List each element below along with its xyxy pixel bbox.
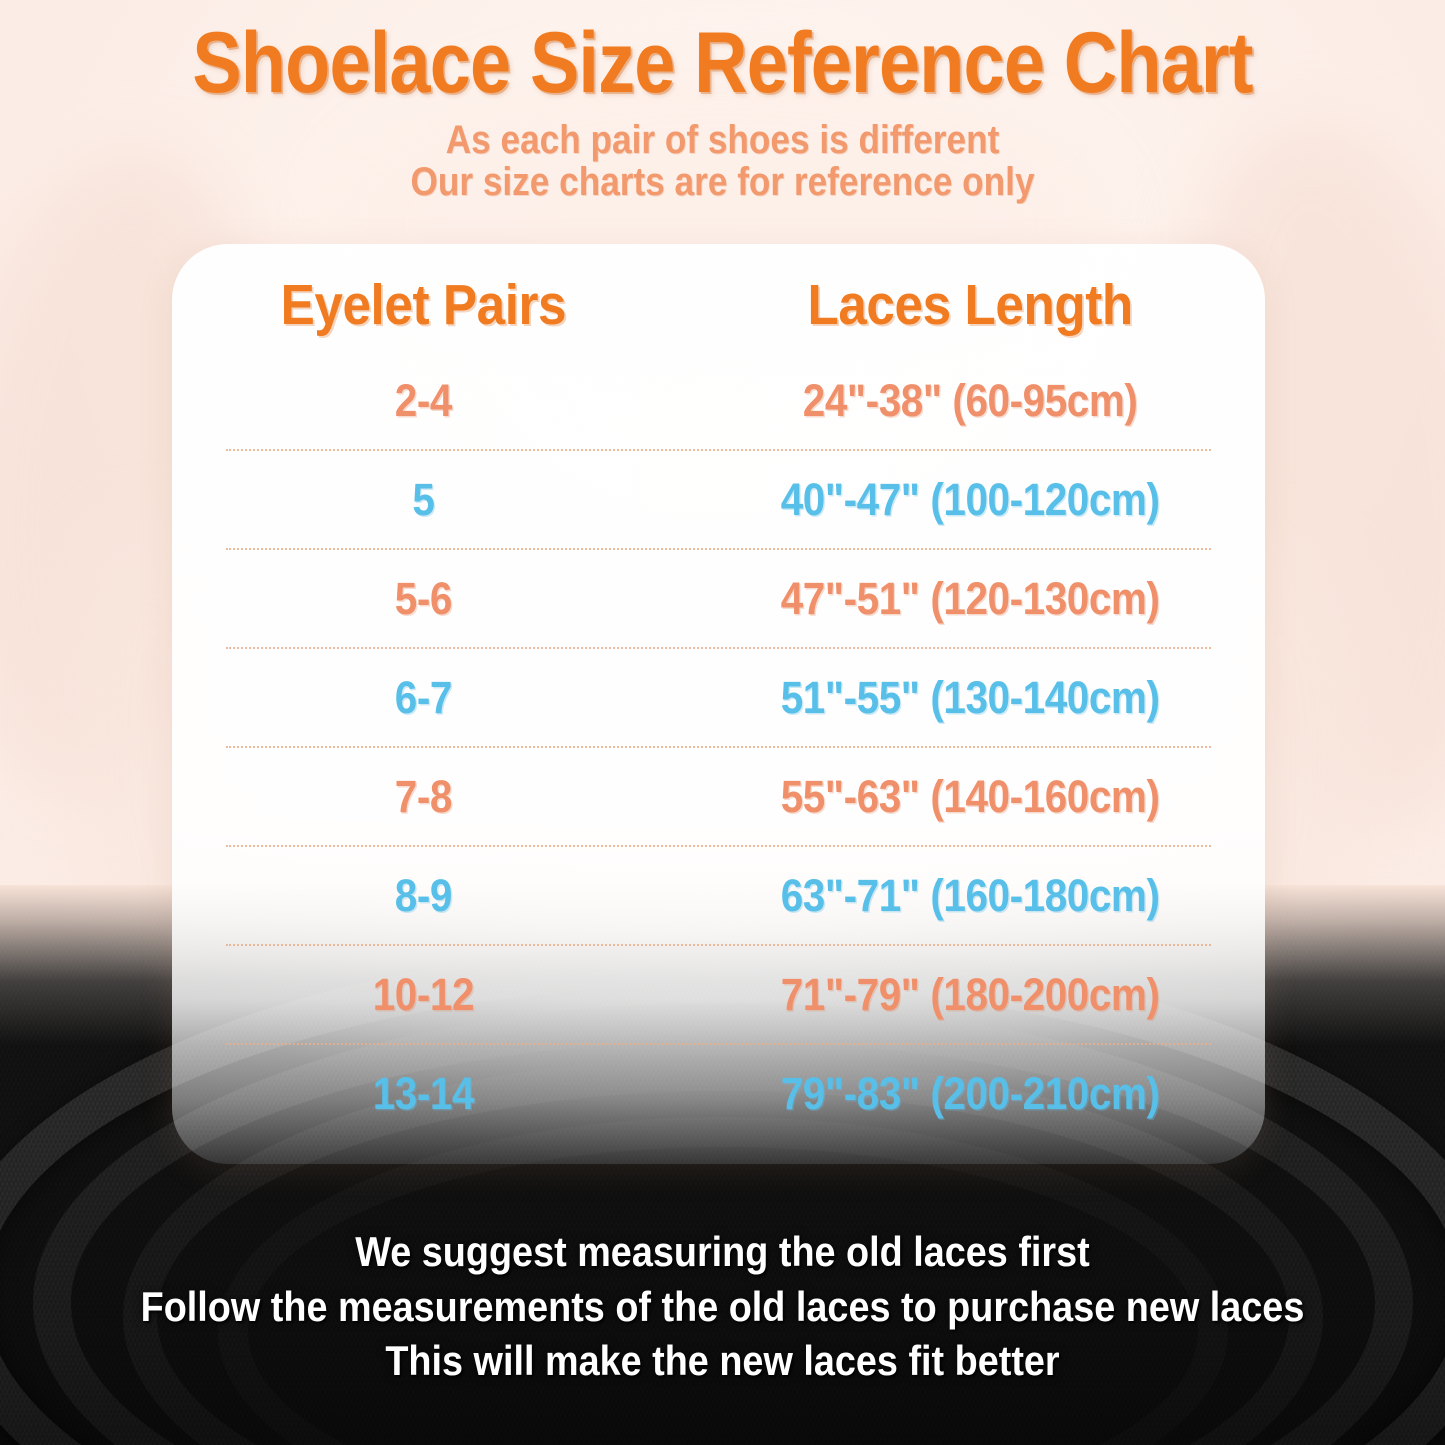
cell-laces-length: 40"-47" (100-120cm) <box>780 473 1160 525</box>
row-divider <box>226 548 1211 550</box>
cell-eyelet-pairs: 10-12 <box>372 968 475 1020</box>
cell-eyelet-pairs: 8-9 <box>394 869 453 921</box>
row-divider <box>226 845 1211 847</box>
size-table: Eyelet Pairs Laces Length 2-4 24"-38" (6… <box>172 244 1265 1142</box>
cell-laces-length: 24"-38" (60-95cm) <box>802 374 1138 426</box>
cell-laces-length: 47"-51" (120-130cm) <box>780 572 1160 624</box>
subtitle-line-2: Our size charts are for reference only <box>410 160 1035 205</box>
row-divider <box>226 647 1211 649</box>
cell-eyelet-pairs: 5-6 <box>394 572 453 624</box>
table-row: 5-6 47"-51" (120-130cm) <box>172 550 1265 647</box>
row-divider <box>226 944 1211 946</box>
table-row: 5 40"-47" (100-120cm) <box>172 451 1265 548</box>
subtitle-line-1: As each pair of shoes is different <box>445 117 1000 162</box>
footer-line-2: Follow the measurements of the old laces… <box>140 1282 1305 1330</box>
row-divider <box>226 449 1211 451</box>
cell-eyelet-pairs: 13-14 <box>372 1067 475 1119</box>
page-title: Shoelace Size Reference Chart <box>192 15 1253 111</box>
cell-laces-length: 51"-55" (130-140cm) <box>780 671 1160 723</box>
row-divider <box>226 1043 1211 1045</box>
table-header-row: Eyelet Pairs Laces Length <box>172 244 1265 352</box>
cell-eyelet-pairs: 7-8 <box>394 770 453 822</box>
table-row: 13-14 79"-83" (200-210cm) <box>172 1045 1265 1142</box>
footer-line-3: This will make the new laces fit better <box>385 1337 1060 1385</box>
cell-laces-length: 71"-79" (180-200cm) <box>780 968 1160 1020</box>
footer-line-1: We suggest measuring the old laces first <box>355 1228 1090 1276</box>
column-header-eyelet-pairs: Eyelet Pairs <box>280 273 567 337</box>
page-subtitle: As each pair of shoes is different Our s… <box>87 117 1359 205</box>
table-row: 7-8 55"-63" (140-160cm) <box>172 748 1265 845</box>
table-row: 2-4 24"-38" (60-95cm) <box>172 352 1265 449</box>
footer-note: We suggest measuring the old laces first… <box>72 1225 1373 1389</box>
header: Shoelace Size Reference Chart As each pa… <box>0 0 1445 204</box>
cell-laces-length: 63"-71" (160-180cm) <box>780 869 1160 921</box>
table-row: 10-12 71"-79" (180-200cm) <box>172 946 1265 1043</box>
row-divider <box>226 746 1211 748</box>
size-table-card: Eyelet Pairs Laces Length 2-4 24"-38" (6… <box>172 244 1265 1164</box>
cell-eyelet-pairs: 2-4 <box>394 374 453 426</box>
cell-laces-length: 79"-83" (200-210cm) <box>780 1067 1160 1119</box>
table-row: 8-9 63"-71" (160-180cm) <box>172 847 1265 944</box>
cell-eyelet-pairs: 5 <box>412 473 435 525</box>
column-header-laces-length: Laces Length <box>807 273 1133 337</box>
cell-laces-length: 55"-63" (140-160cm) <box>780 770 1160 822</box>
cell-eyelet-pairs: 6-7 <box>394 671 453 723</box>
table-row: 6-7 51"-55" (130-140cm) <box>172 649 1265 746</box>
